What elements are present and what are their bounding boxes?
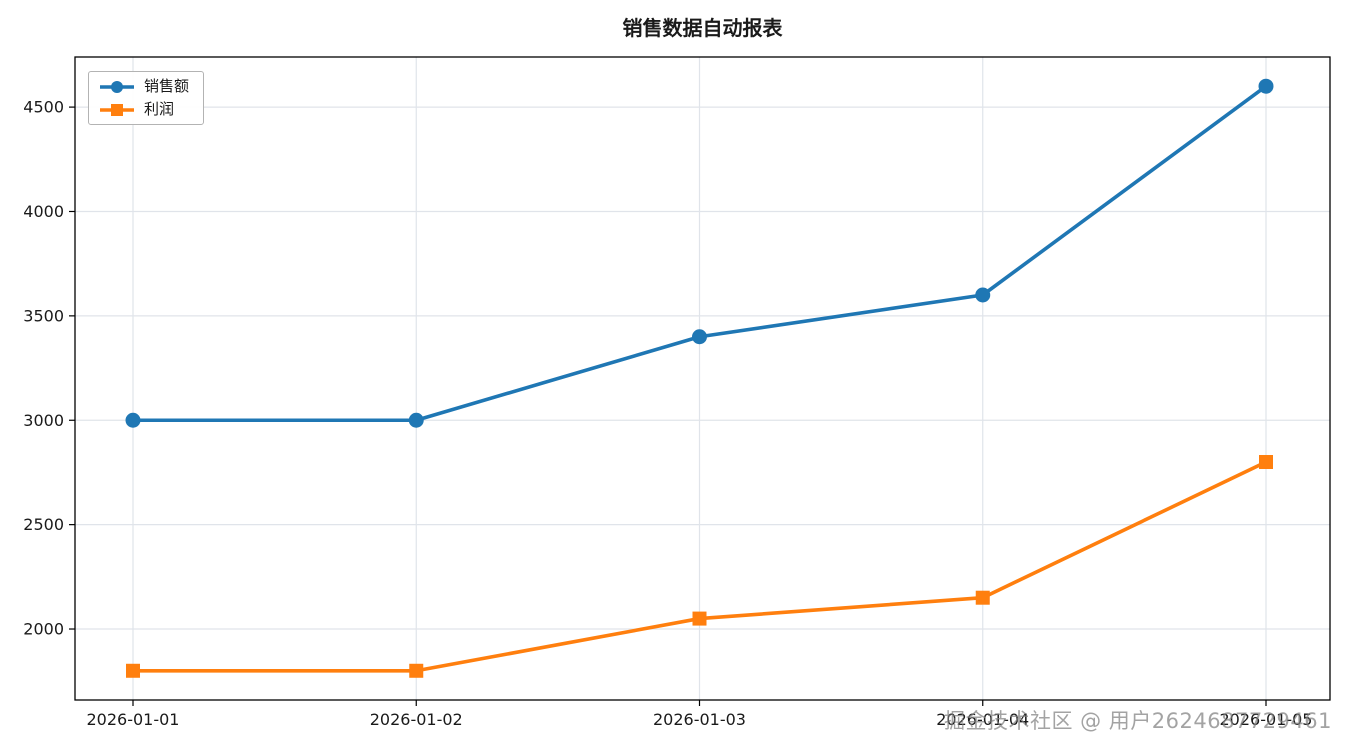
y-tick-label: 3000 <box>23 411 64 430</box>
y-tick-label: 4000 <box>23 202 64 221</box>
series-1-marker <box>1259 455 1273 470</box>
series-0-marker <box>408 412 424 428</box>
series-0-marker <box>975 287 991 303</box>
y-tick-label: 2500 <box>23 515 64 534</box>
x-tick-label: 2026-01-02 <box>370 710 463 729</box>
axes-frame <box>74 56 1331 701</box>
legend-swatch-profit-icon <box>100 103 134 116</box>
legend-item-sales: 销售额 <box>99 79 189 94</box>
legend-circle-marker-icon <box>111 80 123 93</box>
series-1-marker <box>126 663 140 678</box>
x-tick-label: 2026-01-04 <box>936 710 1029 729</box>
x-tick-label: 2026-01-01 <box>87 710 180 729</box>
watermark: 掘金技术社区 @ 用户2624687729461 <box>943 709 1332 733</box>
y-tick-label: 4500 <box>23 98 64 117</box>
y-tick-label: 2000 <box>23 620 64 639</box>
series-0-marker <box>692 329 707 345</box>
series-1-marker <box>975 590 990 605</box>
legend-square-marker-icon <box>111 103 123 116</box>
series-1-marker <box>409 663 424 678</box>
chart-legend: 销售额 利润 <box>88 71 205 125</box>
chart-title: 销售数据自动报表 <box>622 16 783 40</box>
series-0-marker <box>125 412 141 428</box>
y-tick-label: 3500 <box>23 306 64 325</box>
series-1-marker <box>692 611 707 626</box>
x-tick-label: 2026-01-03 <box>653 710 746 729</box>
legend-item-profit: 利润 <box>99 102 189 117</box>
x-tick-label: 2026-01-05 <box>1220 710 1313 729</box>
legend-label-sales: 销售额 <box>144 77 190 95</box>
legend-label-profit: 利润 <box>144 100 175 118</box>
legend-swatch-sales-icon <box>100 80 134 93</box>
series-0-marker <box>1258 78 1274 94</box>
